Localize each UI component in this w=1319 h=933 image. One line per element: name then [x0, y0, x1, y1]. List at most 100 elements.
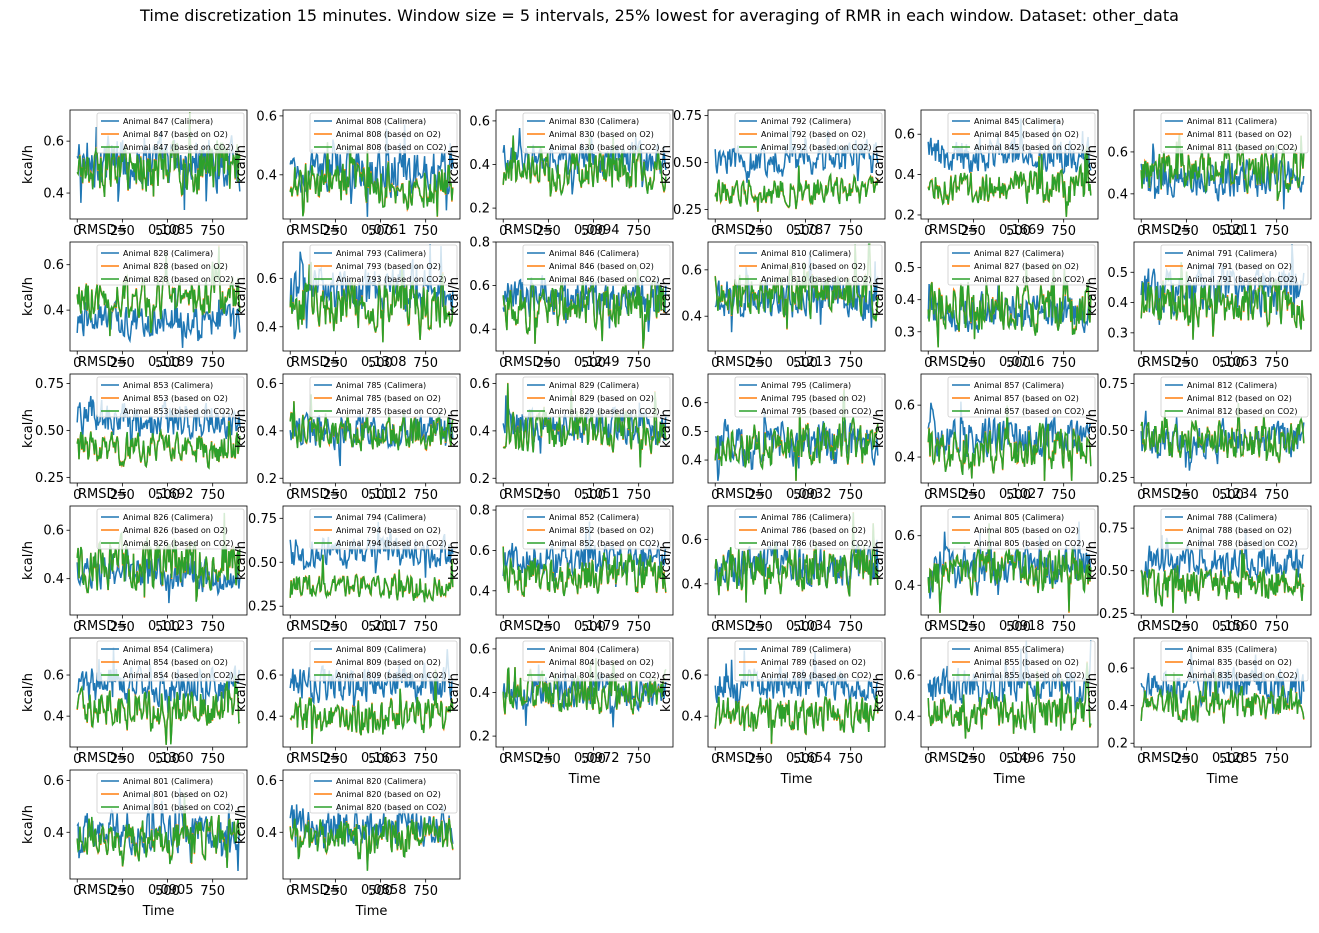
subplot-855-rmsd-value: 0.1496 — [999, 751, 1045, 766]
subplot-811-ytick-label: 0.4 — [1107, 187, 1128, 202]
subplot-846-ytick-label: 0.4 — [469, 323, 490, 338]
subplot-786-xtick-label: 500 — [793, 620, 818, 635]
subplot-855-ytick-label: 0.4 — [894, 710, 915, 725]
subplot-810-legend-entry: Animal 810 (Calimera) — [761, 249, 851, 258]
subplot-788-legend-entry: Animal 788 (based on CO2) — [1187, 539, 1297, 548]
subplot-788-xtick-label: 500 — [1219, 620, 1244, 635]
subplot-804-rmsd-label: RMSD= — [504, 751, 553, 766]
figure-suptitle: Time discretization 15 minutes. Window s… — [140, 6, 1179, 25]
subplot-826-legend-entry: Animal 826 (Calimera) — [123, 513, 213, 522]
subplot-794-co2-line — [289, 554, 454, 603]
subplot-808-legend-entry: Animal 808 (based on O2) — [336, 130, 441, 139]
subplot-795-xtick-label: 0 — [711, 488, 719, 503]
subplot-805-co2-line — [927, 523, 1092, 613]
subplot-789-legend-entry: Animal 789 (based on CO2) — [761, 671, 871, 680]
subplot-845-ytick-label: 0.2 — [894, 208, 915, 223]
subplot-812-ytick-label: 0.75 — [1099, 377, 1128, 392]
subplot-788-legend-entry: Animal 788 (Calimera) — [1187, 513, 1277, 522]
subplot-835-rmsd-label: RMSD= — [1142, 751, 1191, 766]
subplot-794-rmsd-value: 0.2117 — [361, 619, 407, 634]
subplot-846-co2-line — [502, 268, 667, 349]
subplot-801-xtick-label: 250 — [110, 884, 135, 899]
subplot-791-ytick-label: 0.3 — [1107, 326, 1128, 341]
subplot-805-xtick-label: 0 — [924, 620, 932, 635]
subplot-857-co2-line — [927, 405, 1092, 481]
subplot-811-xtick-label: 750 — [1264, 224, 1289, 239]
subplot-853-legend-entry: Animal 853 (based on CO2) — [123, 407, 233, 416]
subplot-788-ytick-label: 0.25 — [1099, 607, 1128, 622]
subplot-845-legend-box — [947, 112, 1096, 154]
subplot-809-rmsd-label: RMSD= — [291, 751, 340, 766]
subplot-826-xtick-label: 0 — [73, 620, 81, 635]
subplot-785-ylabel: kcal/h — [234, 409, 249, 448]
subplot-805-calimera-line — [927, 521, 1092, 599]
subplot-789-legend-entry: Animal 789 (based on O2) — [761, 658, 866, 667]
subplot-789-xtick-label: 250 — [748, 752, 773, 767]
subplot-794-legend-box — [309, 508, 458, 550]
subplot-788-xtick-label: 0 — [1137, 620, 1145, 635]
subplot-830-xtick-label: 250 — [536, 224, 561, 239]
subplot-808-co2-line — [289, 142, 454, 217]
subplot-804-ytick-label: 0.4 — [469, 686, 490, 701]
subplot-804-ytick-label: 0.2 — [469, 730, 490, 745]
subplot-793-ylabel: kcal/h — [234, 277, 249, 316]
subplot-827-xtick-label: 750 — [1051, 356, 1076, 371]
subplot-847-legend-box — [96, 112, 245, 154]
subplot-804-ylabel: kcal/h — [447, 673, 462, 712]
subplot-820-xlabel: Time — [355, 904, 388, 919]
subplot-793-ytick-label: 0.6 — [256, 272, 277, 287]
subplot-791-ytick-label: 0.5 — [1107, 266, 1128, 281]
subplot-808-ytick-label: 0.6 — [256, 109, 277, 124]
subplot-845-xtick-label: 0 — [924, 224, 932, 239]
subplot-828-xtick-label: 500 — [155, 356, 180, 371]
subplot-854-rmsd-label: RMSD= — [78, 751, 127, 766]
subplot-857-xtick-label: 750 — [1051, 488, 1076, 503]
subplot-854-legend-entry: Animal 854 (based on O2) — [123, 658, 228, 667]
subplot-827-legend-entry: Animal 827 (based on CO2) — [974, 275, 1084, 284]
subplot-854-ytick-label: 0.4 — [43, 710, 64, 725]
subplot-857-rmsd-label: RMSD= — [929, 487, 978, 502]
subplot-805-legend-entry: Animal 805 (based on O2) — [974, 526, 1079, 535]
subplot-793-legend-entry: Animal 793 (based on CO2) — [336, 275, 446, 284]
subplot-820-xtick-label: 750 — [413, 884, 438, 899]
subplot-854-xtick-label: 250 — [110, 752, 135, 767]
subplot-805-xtick-label: 250 — [961, 620, 986, 635]
subplot-829-rmsd-label: RMSD= — [504, 487, 553, 502]
subplot-809-ytick-label: 0.6 — [256, 669, 277, 684]
subplot-835-legend-box — [1160, 640, 1309, 682]
subplot-789-legend-box — [734, 640, 883, 682]
subplot-835-ylabel: kcal/h — [1085, 673, 1100, 712]
subplot-827-xtick-label: 0 — [924, 356, 932, 371]
subplot-857-legend-box — [947, 376, 1096, 418]
subplot-810-legend-entry: Animal 810 (based on O2) — [761, 262, 866, 271]
subplot-845-ytick-label: 0.4 — [894, 168, 915, 183]
subplot-808-xtick-label: 0 — [286, 224, 294, 239]
subplot-829-legend-entry: Animal 829 (based on CO2) — [549, 407, 659, 416]
subplot-812-co2-line — [1140, 402, 1305, 463]
subplot-826-xtick-label: 500 — [155, 620, 180, 635]
subplot-827-rmsd-value: 0.0716 — [999, 355, 1045, 370]
subplot-785-legend-entry: Animal 785 (based on O2) — [336, 394, 441, 403]
subplot-812-ytick-label: 0.25 — [1099, 471, 1128, 486]
subplot-855-legend-entry: Animal 855 (based on O2) — [974, 658, 1079, 667]
subplot-791-xtick-label: 750 — [1264, 356, 1289, 371]
subplot-847-xtick-label: 500 — [155, 224, 180, 239]
subplot-855-legend-entry: Animal 855 (based on CO2) — [974, 671, 1084, 680]
subplot-847-xtick-label: 0 — [73, 224, 81, 239]
subplot-857-xtick-label: 500 — [1006, 488, 1031, 503]
subplot-791-legend-box — [1160, 244, 1309, 286]
subplot-845-xtick-label: 500 — [1006, 224, 1031, 239]
subplot-857-ylabel: kcal/h — [872, 409, 887, 448]
subplot-820-legend-entry: Animal 820 (based on O2) — [336, 790, 441, 799]
subplot-820-ylabel: kcal/h — [234, 805, 249, 844]
subplot-857-legend-entry: Animal 857 (based on CO2) — [974, 407, 1084, 416]
subplot-835-legend-entry: Animal 835 (based on O2) — [1187, 658, 1292, 667]
subplot-830-legend-entry: Animal 830 (Calimera) — [549, 117, 639, 126]
subplot-801-legend-box — [96, 772, 245, 814]
subplot-854-co2-line — [76, 675, 241, 745]
subplot-854-ytick-label: 0.6 — [43, 669, 64, 684]
subplot-810-xtick-label: 750 — [838, 356, 863, 371]
subplot-810-xtick-label: 500 — [793, 356, 818, 371]
subplot-805-xtick-label: 750 — [1051, 620, 1076, 635]
subplot-812-rmsd-label: RMSD= — [1142, 487, 1191, 502]
